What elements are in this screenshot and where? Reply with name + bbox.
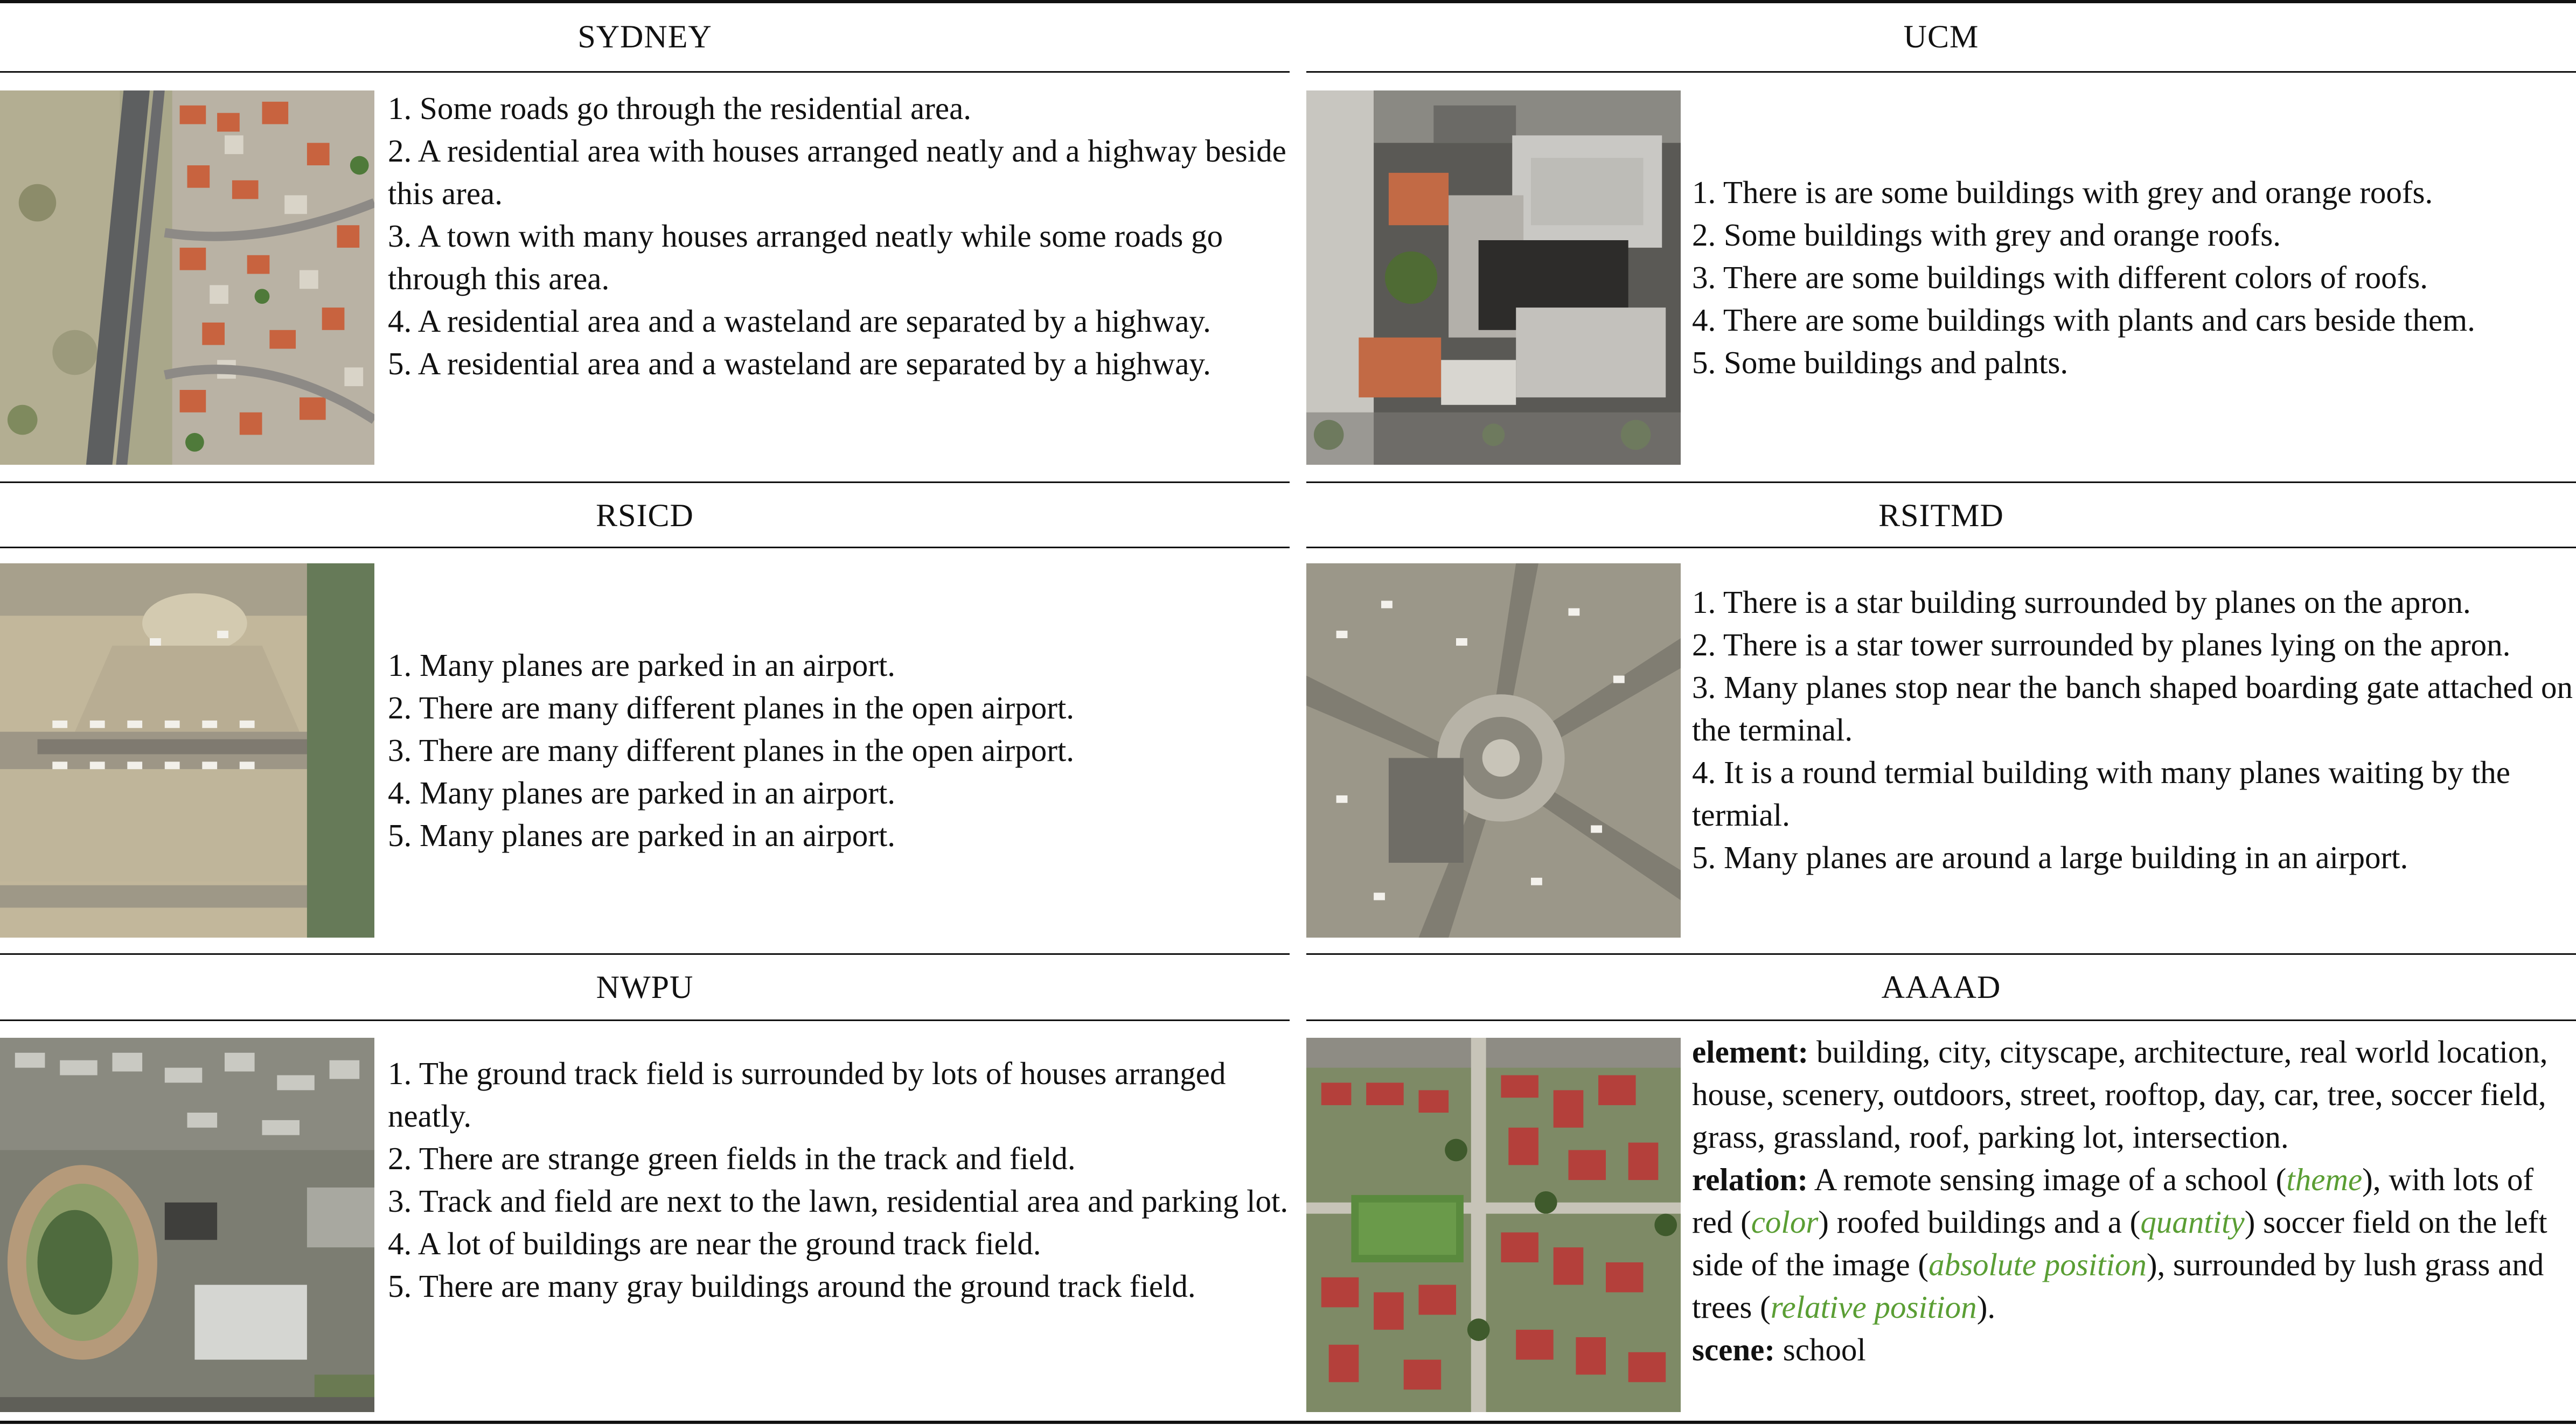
caption-line: 5. Many planes are around a large buildi…: [1692, 840, 2408, 875]
caption-line: 1. There is are some buildings with grey…: [1692, 174, 2433, 210]
caption-line: 2. There is a star tower surrounded by p…: [1692, 627, 2511, 662]
caption-line: 2. Some buildings with grey and orange r…: [1692, 217, 2281, 253]
header-rule-nwpu: [0, 1019, 1290, 1021]
nwpu-aerial-image: [0, 1038, 374, 1412]
header-rule-rsitmd: [1306, 547, 2576, 548]
sydney-captions: 1. Some roads go through the residential…: [388, 87, 1289, 385]
caption-line: 5. Some buildings and palnts.: [1692, 345, 2069, 380]
header-rule-sydney: [0, 71, 1290, 73]
relation-paragraph: relation: A remote sensing image of a sc…: [1692, 1158, 2576, 1329]
tag-theme: theme: [2286, 1162, 2363, 1197]
sydney-header: SYDNEY: [577, 18, 712, 54]
rsitmd-header: RSITMD: [1878, 497, 2004, 533]
caption-line: 4. A residential area and a wasteland ar…: [388, 303, 1211, 339]
element-label: element:: [1692, 1034, 1809, 1070]
relation-text: ).: [1976, 1289, 1996, 1325]
row-rule-2-left: [0, 953, 1290, 955]
relation-text: ) soccer field on the left side of the i…: [1692, 1204, 2547, 1282]
rsicd-header: RSICD: [596, 497, 694, 533]
nwpu-captions: 1. The ground track field is surrounded …: [388, 1052, 1289, 1308]
tag-absolute-position: absolute position: [1928, 1247, 2147, 1282]
tag-quantity: quantity: [2140, 1204, 2245, 1240]
caption-line: 3. A town with many houses arranged neat…: [388, 218, 1223, 296]
caption-line: 5. Many planes are parked in an airport.: [388, 818, 896, 853]
caption-line: 1. The ground track field is surrounded …: [388, 1056, 1226, 1134]
element-paragraph: element: building, city, cityscape, arch…: [1692, 1031, 2576, 1158]
relation-label: relation:: [1692, 1162, 1808, 1197]
caption-line: 4. There are some buildings with plants …: [1692, 302, 2475, 338]
caption-line: 5. There are many gray buildings around …: [388, 1268, 1196, 1304]
ucm-header: UCM: [1903, 18, 1979, 54]
caption-line: 3. Track and field are next to the lawn,…: [388, 1183, 1289, 1219]
aaaad-captions: element: building, city, cityscape, arch…: [1692, 1031, 2576, 1371]
caption-line: 2. There are strange green fields in the…: [388, 1141, 1076, 1176]
header-rule-rsicd: [0, 547, 1290, 548]
caption-line: 3. There are some buildings with differe…: [1692, 260, 2428, 295]
relation-text: ) roofed buildings and a (: [1818, 1204, 2141, 1240]
rsicd-aerial-image: [0, 563, 374, 938]
scene-paragraph: scene: school: [1692, 1329, 2576, 1371]
row-rule-1-right: [1306, 481, 2576, 483]
rsitmd-captions: 1. There is a star building surrounded b…: [1692, 581, 2576, 879]
caption-line: 4. Many planes are parked in an airport.: [388, 775, 896, 811]
header-rule-aaaad: [1306, 1019, 2576, 1021]
tag-relative-position: relative position: [1770, 1289, 1977, 1325]
ucm-captions: 1. There is are some buildings with grey…: [1692, 90, 2576, 465]
header-rule-ucm: [1306, 71, 2576, 73]
caption-line: 4. It is a round termial building with m…: [1692, 755, 2510, 833]
caption-line: 3. Many planes stop near the banch shape…: [1692, 669, 2573, 748]
row-rule-1-left: [0, 481, 1290, 483]
relation-text: A remote sensing image of a school (: [1814, 1162, 2287, 1197]
relation-text: ), surrounded by lush grass and trees (: [1692, 1247, 2544, 1325]
scene-text: school: [1783, 1332, 1866, 1367]
row-rule-2-right: [1306, 953, 2576, 955]
element-text: building, city, cityscape, architecture,…: [1692, 1034, 2548, 1155]
ucm-aerial-image: [1306, 90, 1681, 465]
sydney-aerial-image: [0, 90, 374, 465]
caption-line: 4. A lot of buildings are near the groun…: [388, 1226, 1041, 1261]
caption-line: 1. Some roads go through the residential…: [388, 90, 972, 126]
caption-line: 1. Many planes are parked in an airport.: [388, 647, 896, 683]
scene-label: scene:: [1692, 1332, 1775, 1367]
nwpu-header: NWPU: [596, 969, 694, 1005]
bottom-rule: [0, 1421, 2576, 1424]
rsicd-captions: 1. Many planes are parked in an airport.…: [388, 563, 1289, 938]
caption-line: 5. A residential area and a wasteland ar…: [388, 346, 1211, 381]
top-rule: [0, 0, 2576, 3]
caption-line: 2. There are many different planes in th…: [388, 690, 1075, 725]
caption-line: 3. There are many different planes in th…: [388, 732, 1075, 768]
aaaad-header: AAAAD: [1881, 969, 2001, 1005]
aaaad-aerial-image: [1306, 1038, 1681, 1412]
caption-line: 2. A residential area with houses arrang…: [388, 133, 1286, 211]
relation-text: ), with lots of red (: [1692, 1162, 2534, 1240]
tag-color: color: [1751, 1204, 1819, 1240]
rsitmd-aerial-image: [1306, 563, 1681, 938]
caption-line: 1. There is a star building surrounded b…: [1692, 584, 2471, 620]
